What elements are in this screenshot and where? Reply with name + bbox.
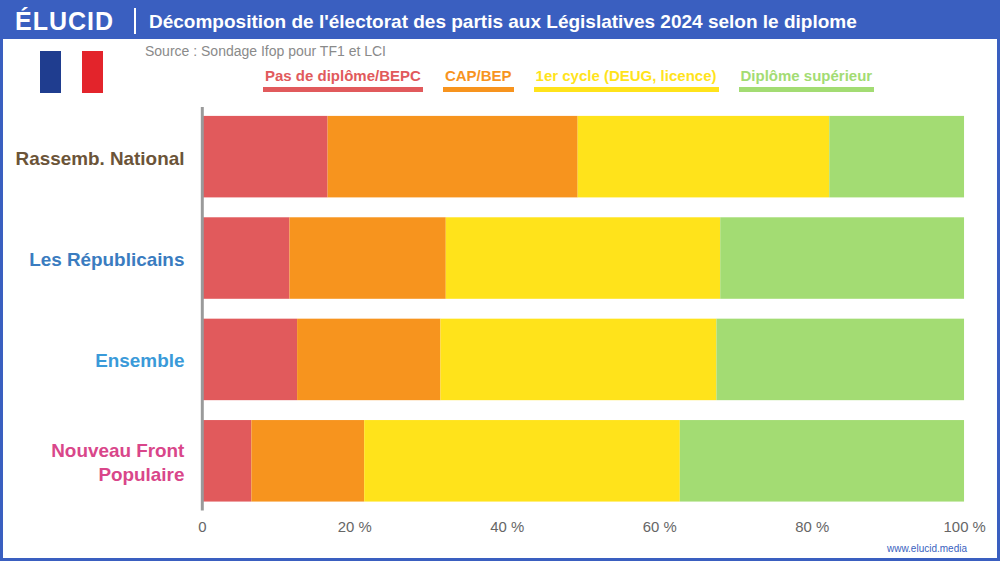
svg-text:80 %: 80 %: [795, 519, 829, 535]
svg-text:20 %: 20 %: [338, 519, 372, 535]
svg-text:Rassemb. National: Rassemb. National: [16, 148, 185, 169]
svg-text:60 %: 60 %: [643, 519, 677, 535]
html-text:Décomposition de l'électorat d: Décomposition de l'électorat des partis …: [149, 11, 857, 32]
svg-text:100 %: 100 %: [944, 519, 986, 535]
svg-text:Ensemble: Ensemble: [95, 350, 184, 371]
html-text:www.elucid.media: www.elucid.media: [887, 543, 967, 554]
html-text:CAP/BEP: CAP/BEP: [444, 67, 512, 84]
html-text:1er cycle (DEUG, licence): 1er cycle (DEUG, licence): [535, 67, 717, 84]
html-text:Source : Sondage Ifop pour TF1: Source : Sondage Ifop pour TF1 et LCI: [145, 43, 386, 59]
svg-text:40 %: 40 %: [490, 519, 524, 535]
html-text:Diplôme supérieur: Diplôme supérieur: [740, 67, 873, 84]
svg-text:Les Républicains: Les Républicains: [29, 249, 184, 270]
svg-text:Nouveau FrontPopulaire: Nouveau FrontPopulaire: [51, 440, 185, 485]
html-text:ÉLUCID: ÉLUCID: [15, 7, 115, 35]
svg-text:0: 0: [198, 519, 206, 535]
html-text:Pas de diplôme/BEPC: Pas de diplôme/BEPC: [265, 67, 421, 84]
